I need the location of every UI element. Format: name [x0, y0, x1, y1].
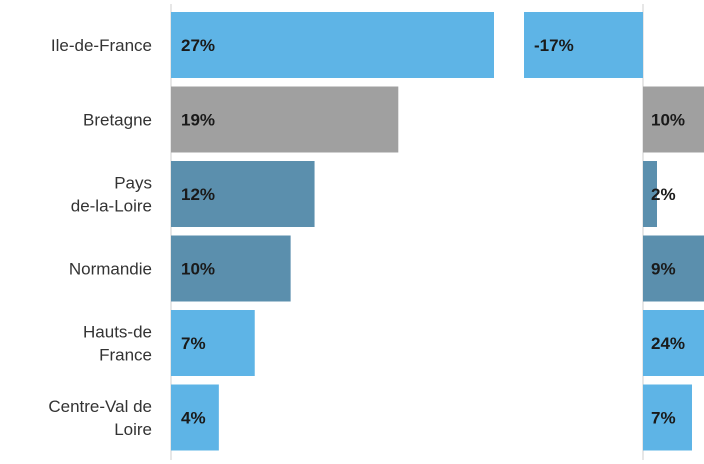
category-label-line: de-la-Loire: [71, 197, 152, 216]
category-label-line: Hauts-de: [83, 323, 152, 342]
category-label-line: France: [99, 346, 152, 365]
bar-panel-2: [643, 86, 704, 153]
bar-panel-2: [643, 384, 692, 451]
category-label-line: Ile-de-France: [51, 36, 152, 55]
panel-1-bars: 27% 19% 12% 10% 7% 4%: [171, 12, 494, 451]
category-label: Centre-Val de Loire: [48, 397, 152, 439]
category-label: Normandie: [69, 260, 152, 279]
bar-panel-1: [171, 86, 399, 153]
category-label: Hauts-de France: [83, 323, 152, 365]
category-labels: Ile-de-France Bretagne Pays de-la-Loire Norm…: [48, 36, 152, 439]
bar-panel-1: [171, 384, 219, 451]
data-label-panel-2: 9%: [651, 260, 676, 279]
bar-panel-1: [171, 161, 315, 227]
bar-panel-1: [171, 12, 494, 78]
panel-2-bars: -17% 10% 2% 9% 24% 7%: [524, 12, 704, 451]
data-label-panel-2: 7%: [651, 409, 676, 428]
category-label: Pays de-la-Loire: [71, 174, 152, 216]
data-label-panel-1: 10%: [181, 260, 215, 279]
category-label: Bretagne: [83, 111, 152, 130]
data-label-panel-1: 4%: [181, 409, 206, 428]
data-label-panel-2: 24%: [651, 334, 685, 353]
bar-panel-2: [643, 161, 657, 227]
bar-panel-2: [524, 12, 643, 78]
data-label-panel-2: -17%: [534, 36, 574, 55]
category-label: Ile-de-France: [51, 36, 152, 55]
bar-panel-1: [171, 310, 255, 376]
category-label-line: Centre-Val de: [48, 397, 152, 416]
data-label-panel-1: 7%: [181, 334, 206, 353]
data-label-panel-1: 12%: [181, 185, 215, 204]
category-label-line: Pays: [114, 174, 152, 193]
data-label-panel-2: 10%: [651, 111, 685, 130]
bar-panel-2: [643, 310, 704, 376]
category-label-line: Loire: [114, 420, 152, 439]
category-label-line: Bretagne: [83, 111, 152, 130]
category-label-line: Normandie: [69, 260, 152, 279]
bar-panel-2: [643, 235, 704, 302]
data-label-panel-2: 2%: [651, 185, 676, 204]
data-label-panel-1: 27%: [181, 36, 215, 55]
bar-panel-1: [171, 235, 291, 302]
data-label-panel-1: 19%: [181, 111, 215, 130]
